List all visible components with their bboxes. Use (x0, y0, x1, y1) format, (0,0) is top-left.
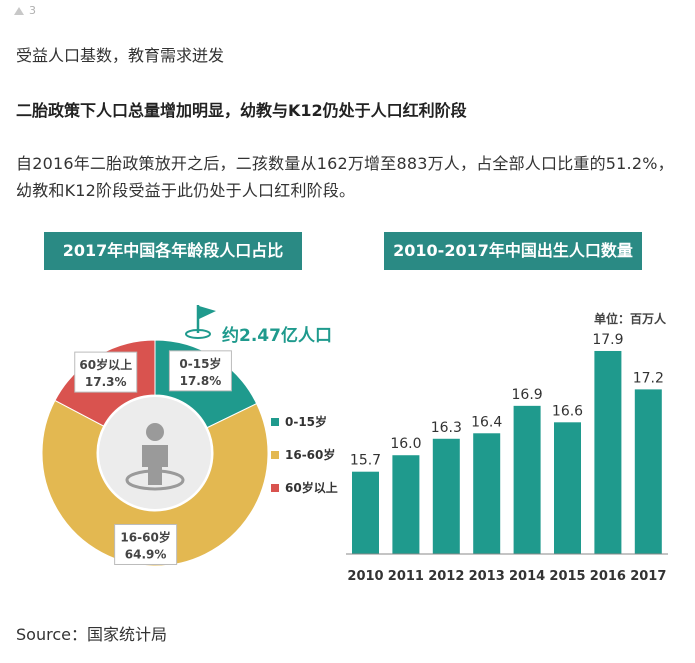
person-icon-head (146, 423, 164, 441)
bar-2010 (352, 471, 379, 554)
bar-category-2011: 2011 (388, 569, 424, 584)
bar-2011 (392, 455, 420, 554)
bar-2012 (432, 438, 460, 554)
person-icon-body (142, 445, 168, 485)
pie-label-box-2 (74, 351, 138, 393)
bar-value-2013: 16.4 (471, 414, 502, 430)
bar-unit-label: 单位：百万人 (594, 311, 667, 326)
bar-2013 (473, 433, 501, 554)
legend-swatch-1 (271, 451, 279, 459)
bar-value-2016: 17.9 (592, 332, 623, 348)
legend-label-1: 16-60岁 (285, 447, 335, 462)
top-count: 3 (14, 4, 36, 17)
legend-swatch-2 (271, 484, 279, 492)
pie-label-value-2: 17.3% (85, 375, 127, 389)
up-arrow-icon (14, 7, 24, 15)
pie-slice-1 (41, 399, 269, 567)
source-note: Source：国家统计局 (16, 625, 167, 644)
text-line-1: 受益人口基数，教育需求迸发 (16, 46, 225, 65)
pie-label-box-0 (168, 350, 232, 392)
bar-2015 (554, 422, 581, 554)
bar-category-2014: 2014 (509, 569, 545, 584)
bar-value-2011: 16.0 (390, 436, 421, 452)
bar-2014 (513, 405, 541, 554)
flag-icon-base (185, 329, 211, 339)
pie-label-name-0: 0-15岁 (179, 356, 221, 371)
pie-label-name-1: 16-60岁 (120, 529, 170, 544)
pie-chart-title: 2017年中国各年龄段人口占比 (44, 232, 302, 270)
pie-label-value-1: 64.9% (125, 547, 167, 561)
pie-label-box-1 (114, 523, 178, 565)
text-paragraph: 自2016年二胎政策放开之后，二孩数量从162万增至883万人，占全部人口比重的… (16, 154, 674, 200)
text-heading: 二胎政策下人口总量增加明显，幼教与K12仍处于人口红利阶段 (16, 101, 467, 120)
bar-category-2012: 2012 (428, 569, 464, 584)
legend-swatch-0 (271, 418, 279, 426)
bar-value-2012: 16.3 (431, 420, 462, 436)
bar-value-2014: 16.9 (512, 387, 543, 403)
legend-label-2: 60岁以上 (285, 480, 338, 495)
pie-label-value-0: 17.8% (180, 374, 222, 388)
pie-label-name-2: 60岁以上 (79, 357, 132, 372)
bar-category-2013: 2013 (469, 569, 505, 584)
pie-annotation: 约2.47亿人口 (222, 325, 332, 346)
bar-2016 (594, 350, 622, 554)
bar-value-2010: 15.7 (350, 453, 381, 469)
bar-category-2010: 2010 (347, 569, 383, 584)
flag-icon (199, 306, 216, 319)
bar-category-2015: 2015 (549, 569, 585, 584)
bar-category-2017: 2017 (630, 569, 666, 584)
bar-value-2015: 16.6 (552, 403, 583, 419)
bar-2017 (634, 389, 662, 554)
bar-category-2016: 2016 (590, 569, 626, 584)
bar-chart-title: 2010-2017年中国出生人口数量 (384, 232, 642, 270)
bar-value-2017: 17.2 (633, 370, 664, 386)
legend-label-0: 0-15岁 (285, 414, 327, 429)
